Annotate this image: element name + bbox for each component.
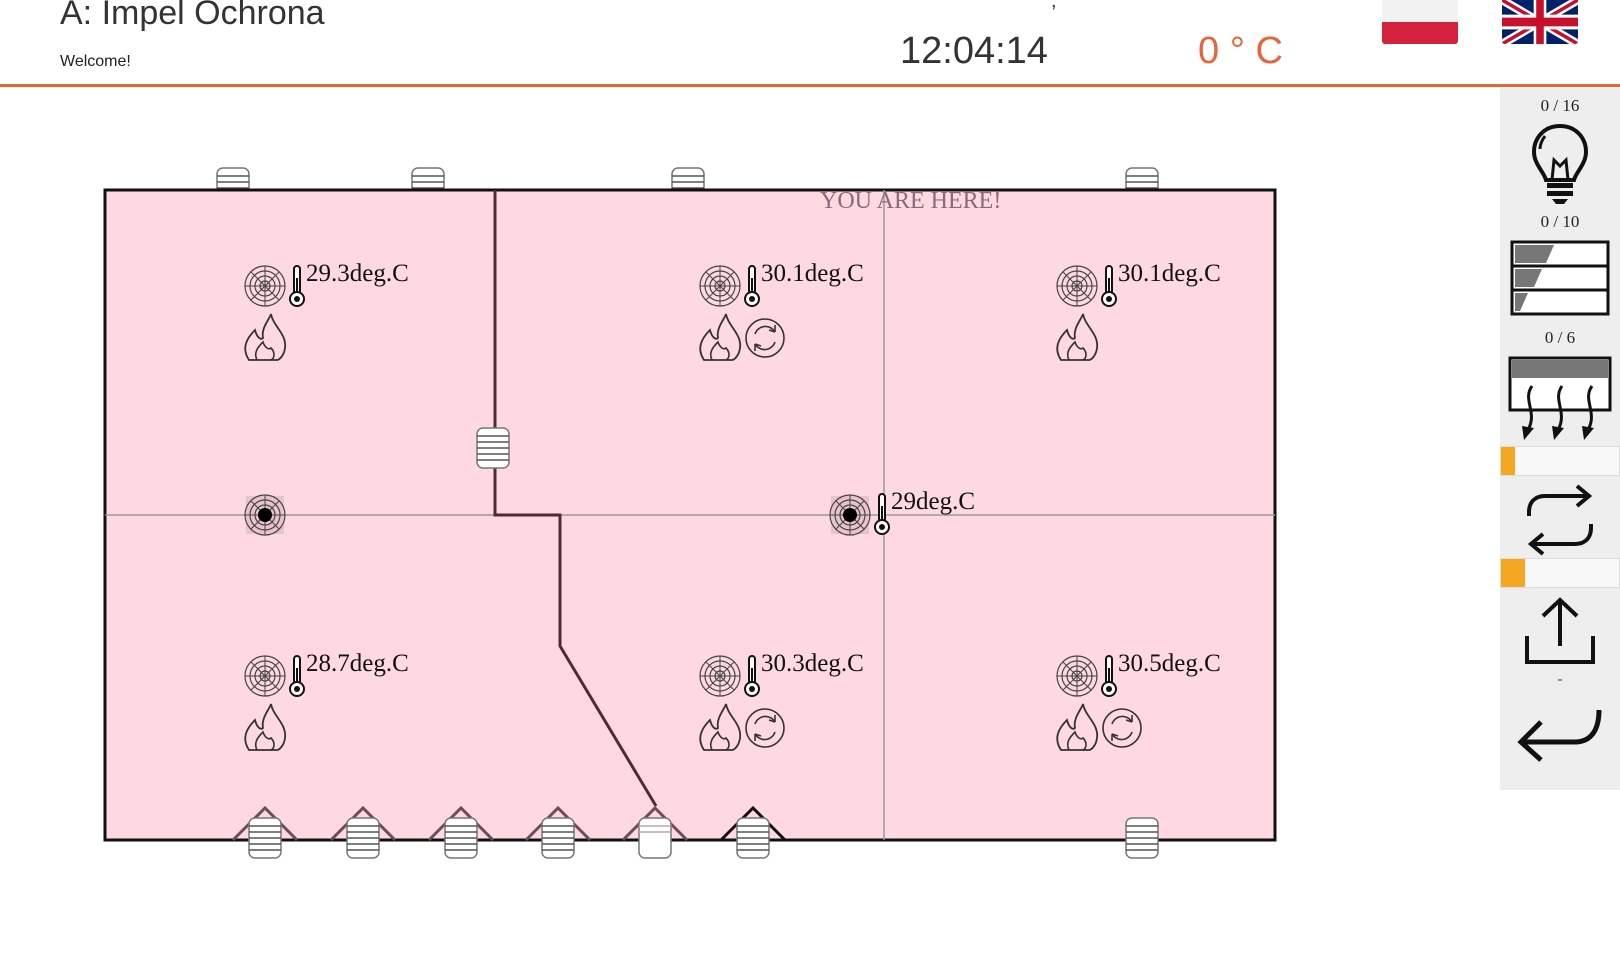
blinds-count: 0 / 10 (1540, 212, 1580, 231)
outside-temperature: 0 ° C (1198, 30, 1283, 72)
temp-room-top-right: 30.1deg.C (1118, 260, 1221, 287)
upload-button[interactable] (1500, 596, 1620, 668)
clock: 12:04:14 (900, 30, 1048, 72)
temp-room-bottom-right: 30.5deg.C (1118, 650, 1221, 677)
partition-wall (493, 190, 658, 807)
sensors[interactable] (244, 265, 1142, 751)
panel-dash: - (1557, 672, 1563, 687)
temp-room-top-left: 29.3deg.C (306, 260, 409, 287)
blinds-button[interactable] (1500, 240, 1620, 316)
side-panel: 0 / 16 0 / 10 0 / 6 (1500, 88, 1620, 790)
ventilation-button[interactable] (1500, 356, 1620, 442)
back-button[interactable] (1500, 706, 1620, 762)
slider-1[interactable] (1500, 446, 1620, 476)
lightbulb-icon (1531, 123, 1589, 204)
upload-icon (1525, 597, 1595, 664)
welcome-text: Welcome! (60, 53, 131, 70)
ventilation-icon (1508, 356, 1612, 440)
vents-count: 0 / 6 (1544, 328, 1576, 347)
temp-room-top-center: 30.1deg.C (761, 260, 864, 287)
temp-room-bottom-left: 28.7deg.C (306, 650, 409, 677)
floor-plan: YOU ARE HERE! (0, 90, 1300, 890)
temp-room-bottom-center: 30.3deg.C (761, 650, 864, 677)
repeat-button[interactable] (1500, 480, 1620, 560)
slider-1-fill (1501, 447, 1516, 475)
header-bar: A: Impel Ochrona Welcome! , 12:04:14 0 °… (0, 0, 1620, 87)
return-arrow-icon (1517, 709, 1602, 762)
page-title: A: Impel Ochrona (60, 0, 325, 32)
bottom-windows[interactable] (231, 805, 1159, 859)
slider-2[interactable] (1500, 558, 1620, 588)
blinds-icon (1510, 240, 1610, 316)
floor-plan-drawing (103, 167, 1277, 859)
lights-count: 0 / 16 (1540, 96, 1580, 115)
polish-flag-icon[interactable] (1382, 0, 1458, 44)
slider-2-fill (1501, 559, 1525, 587)
header-separator: , (1051, 0, 1057, 12)
temp-room-center: 29deg.C (891, 488, 976, 515)
you-are-here-label: YOU ARE HERE! (820, 188, 1002, 214)
repeat-icon (1527, 484, 1593, 556)
inner-window[interactable] (476, 427, 510, 469)
uk-flag-icon[interactable] (1502, 0, 1578, 44)
lights-button[interactable] (1500, 122, 1620, 206)
